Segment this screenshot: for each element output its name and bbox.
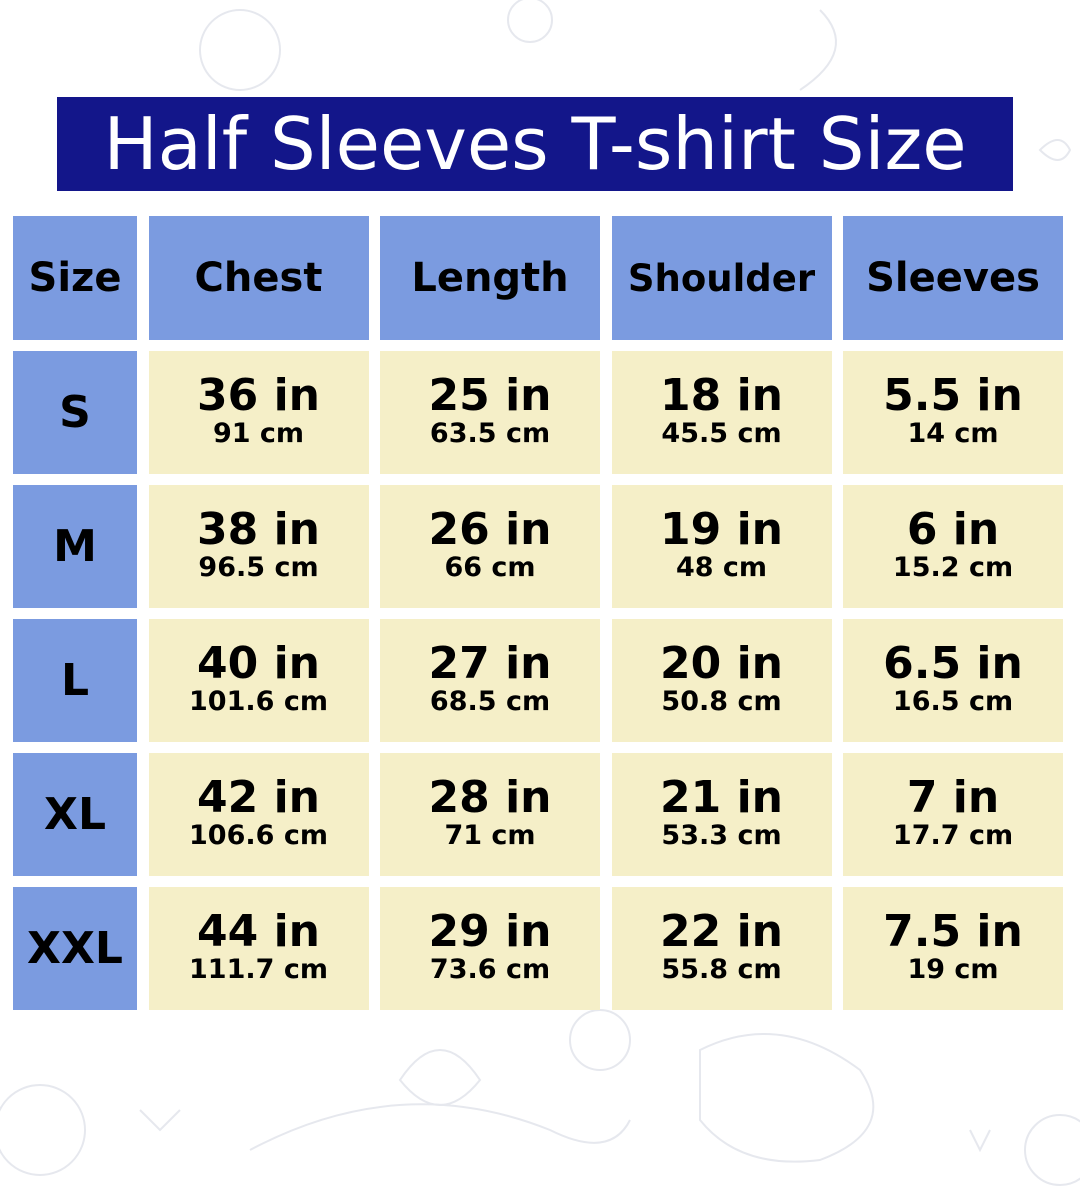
- table-cell: 6.5 in 16.5 cm: [843, 619, 1063, 742]
- size-label: L: [13, 619, 137, 742]
- cm-value: 53.3 cm: [661, 819, 782, 851]
- cm-value: 14 cm: [907, 417, 999, 449]
- table-cell: 42 in 106.6 cm: [148, 753, 369, 876]
- table-cell: 44 in 111.7 cm: [148, 887, 369, 1010]
- cm-value: 15.2 cm: [892, 551, 1014, 583]
- inches-value: 21 in: [660, 771, 783, 823]
- cm-value: 55.8 cm: [661, 953, 782, 985]
- size-label: XL: [13, 753, 137, 876]
- cm-value: 101.6 cm: [189, 685, 328, 717]
- table-cell: 20 in 50.8 cm: [611, 619, 832, 742]
- inches-value: 26 in: [428, 503, 552, 555]
- size-label: M: [13, 485, 137, 608]
- inches-value: 29 in: [428, 905, 552, 957]
- inches-value: 22 in: [660, 905, 783, 957]
- table-cell: 5.5 in 14 cm: [843, 351, 1063, 474]
- inches-value: 6.5 in: [883, 637, 1023, 689]
- cm-value: 16.5 cm: [892, 685, 1014, 717]
- inches-value: 38 in: [197, 503, 320, 555]
- inches-value: 7 in: [906, 771, 1000, 823]
- cm-value: 17.7 cm: [892, 819, 1014, 851]
- column-header-size: Size: [13, 216, 137, 340]
- table-cell: 7 in 17.7 cm: [843, 753, 1063, 876]
- inches-value: 6 in: [906, 503, 1000, 555]
- inches-value: 28 in: [428, 771, 552, 823]
- cm-value: 68.5 cm: [429, 685, 551, 717]
- cm-value: 73.6 cm: [429, 953, 551, 985]
- inches-value: 36 in: [197, 369, 320, 421]
- table-cell: 26 in 66 cm: [380, 485, 600, 608]
- table-cell: 7.5 in 19 cm: [843, 887, 1063, 1010]
- table-cell: 18 in 45.5 cm: [611, 351, 832, 474]
- cm-value: 111.7 cm: [189, 953, 328, 985]
- table-cell: 21 in 53.3 cm: [611, 753, 832, 876]
- inches-value: 42 in: [197, 771, 320, 823]
- cm-value: 91 cm: [212, 417, 305, 449]
- table-cell: 6 in 15.2 cm: [843, 485, 1063, 608]
- inches-value: 5.5 in: [883, 369, 1023, 421]
- cm-value: 63.5 cm: [429, 417, 551, 449]
- table-cell: 27 in 68.5 cm: [380, 619, 600, 742]
- cm-value: 106.6 cm: [189, 819, 328, 851]
- column-header-length: Length: [380, 216, 600, 340]
- cm-value: 50.8 cm: [661, 685, 782, 717]
- inches-value: 44 in: [197, 905, 320, 957]
- column-header-sleeves: Sleeves: [843, 216, 1063, 340]
- cm-value: 66 cm: [444, 551, 536, 583]
- table-cell: 36 in 91 cm: [148, 351, 369, 474]
- inches-value: 7.5 in: [883, 905, 1023, 957]
- size-label: XXL: [13, 887, 137, 1010]
- size-table: Size Chest Length Shoulder Sleeves S 36 in 91 c…: [13, 216, 1063, 1010]
- inches-value: 40 in: [197, 637, 320, 689]
- column-header-shoulder: Shoulder: [611, 216, 832, 340]
- inches-value: 19 in: [660, 503, 783, 555]
- table-cell: 29 in 73.6 cm: [380, 887, 600, 1010]
- table-cell: 38 in 96.5 cm: [148, 485, 369, 608]
- table-cell: 40 in 101.6 cm: [148, 619, 369, 742]
- inches-value: 20 in: [660, 637, 783, 689]
- inches-value: 27 in: [428, 637, 552, 689]
- column-header-chest: Chest: [148, 216, 369, 340]
- table-cell: 19 in 48 cm: [611, 485, 832, 608]
- table-cell: 28 in 71 cm: [380, 753, 600, 876]
- table-cell: 22 in 55.8 cm: [611, 887, 832, 1010]
- inches-value: 25 in: [428, 369, 552, 421]
- page-title: Half Sleeves T-shirt Size: [57, 97, 1013, 191]
- table-cell: 25 in 63.5 cm: [380, 351, 600, 474]
- inches-value: 18 in: [660, 369, 783, 421]
- cm-value: 19 cm: [907, 953, 999, 985]
- cm-value: 45.5 cm: [661, 417, 782, 449]
- cm-value: 96.5 cm: [198, 551, 319, 583]
- size-label: S: [13, 351, 137, 474]
- cm-value: 48 cm: [675, 551, 768, 583]
- cm-value: 71 cm: [444, 819, 536, 851]
